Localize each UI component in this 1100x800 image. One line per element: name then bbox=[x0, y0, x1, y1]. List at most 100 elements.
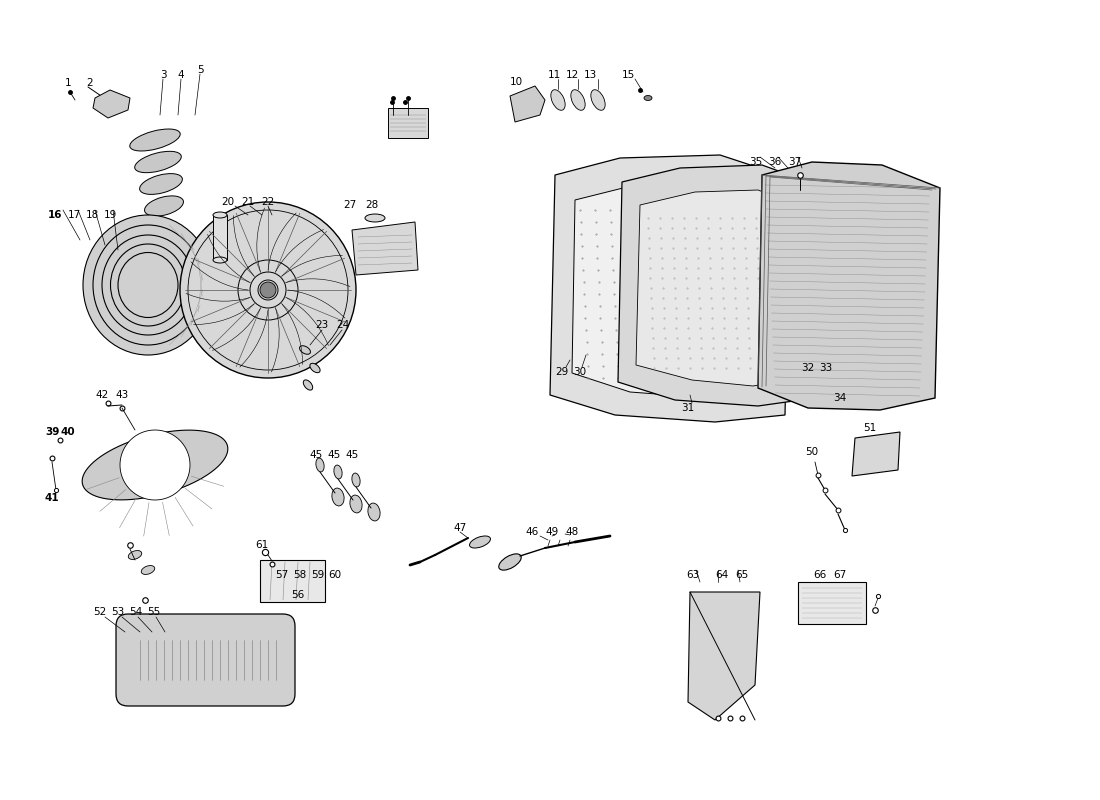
Text: 10: 10 bbox=[509, 77, 522, 87]
Text: 28: 28 bbox=[365, 200, 378, 210]
FancyBboxPatch shape bbox=[260, 560, 324, 602]
Polygon shape bbox=[572, 182, 770, 398]
Polygon shape bbox=[758, 162, 940, 410]
Text: 15: 15 bbox=[621, 70, 635, 80]
Text: 47: 47 bbox=[453, 523, 466, 533]
Text: 48: 48 bbox=[565, 527, 579, 537]
Ellipse shape bbox=[310, 363, 320, 373]
FancyBboxPatch shape bbox=[213, 215, 227, 260]
Ellipse shape bbox=[470, 536, 491, 548]
Text: 50: 50 bbox=[805, 447, 818, 457]
Ellipse shape bbox=[82, 215, 213, 355]
Ellipse shape bbox=[551, 90, 565, 110]
Ellipse shape bbox=[498, 554, 521, 570]
Text: 39: 39 bbox=[45, 427, 59, 437]
Text: 57: 57 bbox=[275, 570, 288, 580]
Text: 21: 21 bbox=[241, 197, 254, 207]
Ellipse shape bbox=[367, 503, 381, 521]
Text: 40: 40 bbox=[60, 427, 75, 437]
Polygon shape bbox=[618, 165, 820, 406]
Circle shape bbox=[180, 202, 356, 378]
Text: 65: 65 bbox=[736, 570, 749, 580]
Polygon shape bbox=[352, 222, 418, 275]
Text: 31: 31 bbox=[681, 403, 694, 413]
Text: 23: 23 bbox=[316, 320, 329, 330]
Text: 45: 45 bbox=[309, 450, 322, 460]
Text: 41: 41 bbox=[45, 493, 59, 503]
Text: 13: 13 bbox=[583, 70, 596, 80]
Ellipse shape bbox=[304, 380, 312, 390]
Text: 49: 49 bbox=[546, 527, 559, 537]
Text: 22: 22 bbox=[262, 197, 275, 207]
Text: 45: 45 bbox=[345, 450, 359, 460]
Text: 12: 12 bbox=[565, 70, 579, 80]
Ellipse shape bbox=[365, 214, 385, 222]
Circle shape bbox=[715, 257, 720, 263]
Ellipse shape bbox=[134, 151, 182, 173]
Text: 64: 64 bbox=[715, 570, 728, 580]
Text: 33: 33 bbox=[820, 363, 833, 373]
Circle shape bbox=[813, 213, 827, 227]
Text: 37: 37 bbox=[789, 157, 802, 167]
Text: 35: 35 bbox=[749, 157, 762, 167]
Text: 51: 51 bbox=[864, 423, 877, 433]
Text: 66: 66 bbox=[813, 570, 826, 580]
FancyBboxPatch shape bbox=[860, 443, 890, 463]
Text: 34: 34 bbox=[834, 393, 847, 403]
Text: 56: 56 bbox=[292, 590, 305, 600]
Text: 45: 45 bbox=[328, 450, 341, 460]
Ellipse shape bbox=[334, 465, 342, 479]
Ellipse shape bbox=[130, 129, 180, 151]
Polygon shape bbox=[636, 190, 805, 386]
Text: 30: 30 bbox=[573, 367, 586, 377]
Ellipse shape bbox=[141, 566, 155, 574]
Circle shape bbox=[842, 347, 848, 353]
Ellipse shape bbox=[213, 257, 227, 263]
Text: 19: 19 bbox=[103, 210, 117, 220]
Text: 11: 11 bbox=[548, 70, 561, 80]
Polygon shape bbox=[94, 90, 130, 118]
Polygon shape bbox=[852, 432, 900, 476]
Text: 63: 63 bbox=[686, 570, 700, 580]
Text: 16: 16 bbox=[47, 210, 63, 220]
Text: 59: 59 bbox=[311, 570, 324, 580]
Polygon shape bbox=[550, 155, 790, 422]
Text: 5: 5 bbox=[197, 65, 204, 75]
Ellipse shape bbox=[299, 346, 310, 354]
Circle shape bbox=[833, 293, 847, 307]
Polygon shape bbox=[120, 430, 190, 500]
Ellipse shape bbox=[316, 458, 324, 472]
Text: 61: 61 bbox=[255, 540, 268, 550]
Text: 52: 52 bbox=[94, 607, 107, 617]
FancyBboxPatch shape bbox=[116, 614, 295, 706]
Text: 55: 55 bbox=[147, 607, 161, 617]
Ellipse shape bbox=[571, 90, 585, 110]
Ellipse shape bbox=[352, 473, 360, 487]
Circle shape bbox=[837, 297, 843, 303]
Text: 67: 67 bbox=[834, 570, 847, 580]
Text: 32: 32 bbox=[802, 363, 815, 373]
Circle shape bbox=[711, 253, 725, 267]
Polygon shape bbox=[688, 592, 760, 720]
Text: 58: 58 bbox=[294, 570, 307, 580]
Text: 46: 46 bbox=[526, 527, 539, 537]
Text: 3: 3 bbox=[160, 70, 166, 80]
Text: 29: 29 bbox=[556, 367, 569, 377]
Circle shape bbox=[838, 343, 853, 357]
Ellipse shape bbox=[213, 212, 227, 218]
Ellipse shape bbox=[332, 488, 344, 506]
Text: 60: 60 bbox=[329, 570, 342, 580]
Ellipse shape bbox=[350, 495, 362, 513]
Ellipse shape bbox=[129, 550, 142, 559]
Text: 54: 54 bbox=[130, 607, 143, 617]
Circle shape bbox=[260, 282, 276, 298]
Ellipse shape bbox=[591, 90, 605, 110]
Polygon shape bbox=[510, 86, 544, 122]
Ellipse shape bbox=[144, 196, 184, 216]
Polygon shape bbox=[82, 430, 228, 500]
FancyBboxPatch shape bbox=[388, 108, 428, 138]
Circle shape bbox=[817, 217, 823, 223]
Text: 43: 43 bbox=[116, 390, 129, 400]
Ellipse shape bbox=[644, 95, 652, 101]
Text: 18: 18 bbox=[86, 210, 99, 220]
